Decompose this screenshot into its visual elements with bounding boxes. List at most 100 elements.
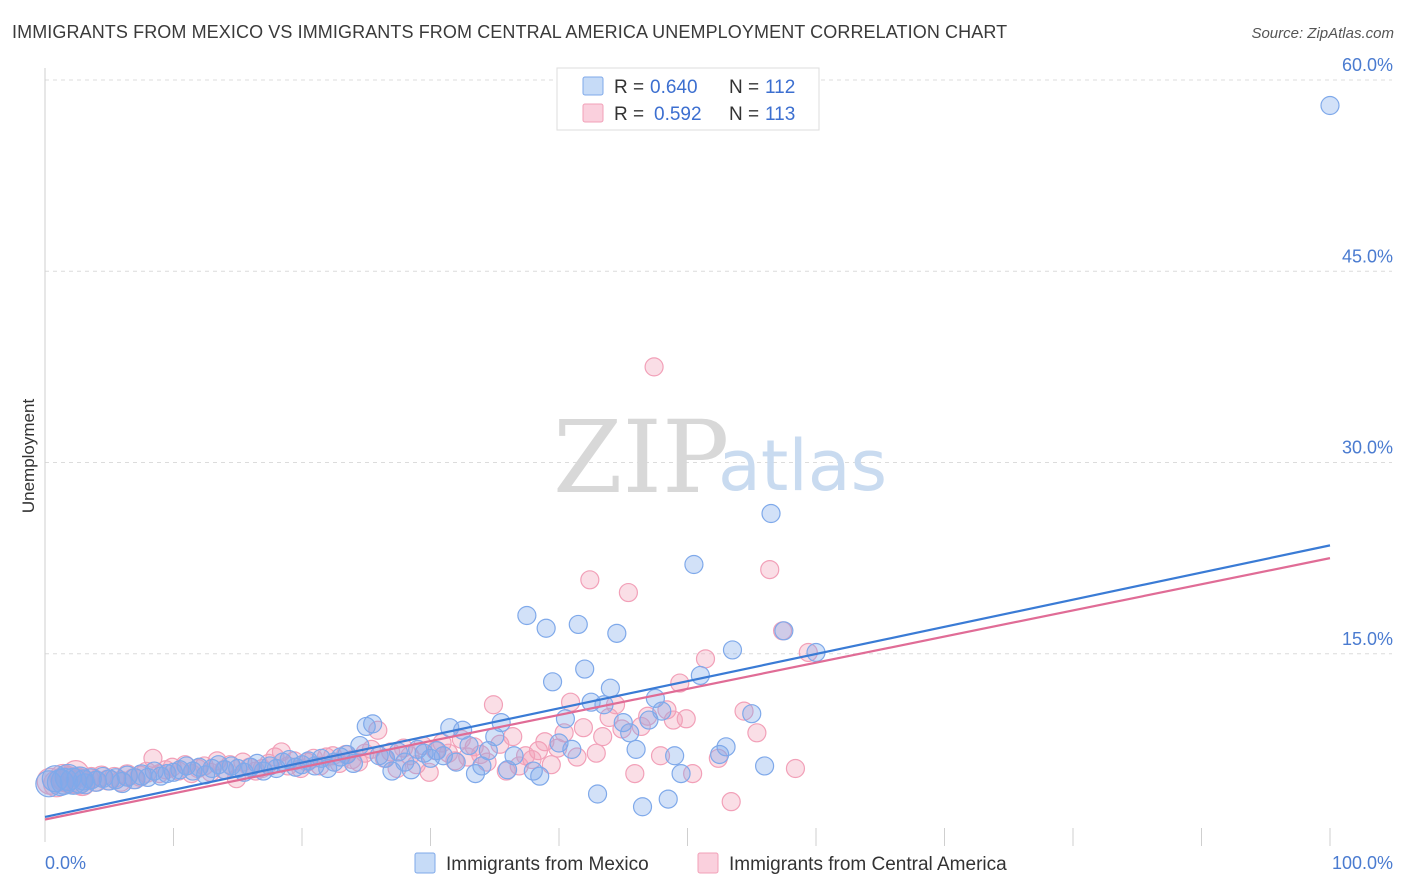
chart-title: IMMIGRANTS FROM MEXICO VS IMMIGRANTS FRO… bbox=[12, 22, 1008, 42]
y-tick-labels: 15.0% 30.0% 45.0% 60.0% bbox=[1342, 55, 1393, 649]
point-mexico bbox=[665, 746, 685, 766]
legend-n-label-mexico: N = bbox=[729, 77, 759, 98]
point-mexico bbox=[478, 741, 498, 761]
source-credit: Source: ZipAtlas.com bbox=[1251, 25, 1394, 42]
x-tick-label-start: 0.0% bbox=[45, 853, 86, 873]
legend-r-value-mexico: 0.640 bbox=[650, 77, 698, 98]
point-mexico bbox=[632, 797, 653, 817]
watermark-atlas: atlas bbox=[718, 425, 887, 507]
point-mexico bbox=[427, 741, 447, 761]
point-mexico bbox=[465, 763, 486, 784]
point-central-america bbox=[573, 718, 594, 738]
top-legend: R = 0.640 N = 112 R = 0.592 N = 113 bbox=[556, 67, 820, 131]
point-central-america bbox=[586, 743, 606, 763]
point-central-america bbox=[541, 755, 561, 775]
y-tick-label: 15.0% bbox=[1342, 629, 1393, 649]
point-mexico bbox=[626, 739, 646, 759]
bottom-legend-label-central-america: Immigrants from Central America bbox=[729, 854, 1007, 875]
point-central-america bbox=[760, 559, 780, 580]
bottom-legend: Immigrants from Mexico Immigrants from C… bbox=[414, 852, 1007, 875]
x-axis-ticks bbox=[173, 828, 1331, 846]
point-central-america bbox=[496, 761, 516, 781]
point-mexico bbox=[446, 752, 466, 772]
point-mexico bbox=[754, 756, 775, 776]
point-central-america bbox=[445, 751, 465, 771]
trend-lines bbox=[44, 544, 1331, 821]
point-mexico bbox=[761, 503, 781, 524]
point-mexico bbox=[395, 752, 415, 772]
point-mexico bbox=[710, 744, 730, 765]
point-central-america bbox=[580, 570, 600, 590]
point-central-america bbox=[618, 582, 638, 603]
point-mexico bbox=[401, 760, 421, 780]
point-mexico bbox=[690, 665, 710, 686]
legend-n-label-central-america: N = bbox=[729, 104, 759, 125]
point-central-america bbox=[593, 727, 613, 747]
point-central-america bbox=[368, 720, 388, 740]
point-mexico bbox=[517, 605, 537, 626]
point-mexico bbox=[575, 659, 595, 679]
point-mexico bbox=[587, 784, 608, 804]
point-mexico bbox=[607, 623, 627, 643]
x-tick-label-end: 100.0% bbox=[1332, 853, 1393, 873]
point-central-america bbox=[683, 763, 703, 784]
bottom-legend-swatch-central-america bbox=[697, 852, 719, 874]
point-mexico bbox=[72, 769, 95, 791]
point-mexico bbox=[684, 554, 704, 575]
point-mexico bbox=[652, 701, 672, 721]
point-central-america bbox=[721, 792, 741, 812]
point-mexico bbox=[343, 753, 363, 774]
point-central-america bbox=[554, 723, 574, 743]
y-tick-label: 60.0% bbox=[1342, 55, 1393, 75]
point-mexico bbox=[523, 761, 543, 781]
y-tick-label: 45.0% bbox=[1342, 246, 1393, 266]
legend-n-value-mexico: 112 bbox=[765, 77, 795, 98]
point-mexico bbox=[774, 621, 794, 641]
point-mexico bbox=[1320, 95, 1340, 116]
point-central-america bbox=[650, 746, 671, 766]
point-central-america bbox=[785, 758, 806, 779]
point-mexico bbox=[530, 766, 550, 786]
x-tick-labels: 0.0% 100.0% bbox=[45, 853, 1393, 873]
point-central-america bbox=[625, 763, 645, 784]
point-mexico bbox=[742, 704, 762, 724]
point-mexico bbox=[459, 735, 479, 756]
point-mexico bbox=[562, 739, 582, 759]
point-mexico bbox=[658, 789, 678, 809]
point-mexico bbox=[716, 737, 736, 757]
legend-swatch-mexico bbox=[582, 76, 604, 96]
y-tick-label: 30.0% bbox=[1342, 438, 1393, 458]
trend-line-central-america bbox=[44, 557, 1331, 821]
point-mexico bbox=[363, 714, 383, 734]
trend-line-mexico bbox=[44, 544, 1331, 819]
point-central-america bbox=[644, 357, 664, 377]
point-mexico bbox=[542, 672, 563, 692]
legend-swatch-central-america bbox=[582, 103, 604, 123]
y-axis-label: Unemployment bbox=[19, 399, 38, 514]
point-mexico bbox=[498, 760, 518, 780]
legend-r-label-central-america: R = bbox=[614, 104, 644, 125]
bottom-legend-swatch-mexico bbox=[414, 852, 436, 874]
point-central-america bbox=[734, 701, 754, 721]
legend-r-label-mexico: R = bbox=[614, 77, 644, 98]
point-mexico bbox=[620, 723, 640, 743]
series-mexico-points bbox=[35, 95, 1340, 817]
point-mexico bbox=[568, 614, 588, 635]
point-mexico bbox=[98, 769, 120, 791]
legend-r-value-central-america: 0.592 bbox=[654, 104, 702, 125]
point-central-america bbox=[560, 692, 581, 712]
bottom-legend-label-mexico: Immigrants from Mexico bbox=[446, 854, 649, 875]
point-mexico bbox=[613, 712, 633, 733]
legend-n-value-central-america: 113 bbox=[765, 104, 795, 125]
point-mexico bbox=[504, 746, 524, 766]
point-mexico bbox=[50, 767, 78, 795]
point-central-america bbox=[631, 716, 651, 737]
point-central-america bbox=[695, 649, 716, 669]
point-mexico bbox=[671, 763, 691, 784]
point-central-america bbox=[483, 695, 504, 715]
point-mexico bbox=[722, 640, 743, 660]
point-mexico bbox=[157, 763, 177, 784]
watermark-zip: ZIP bbox=[553, 399, 729, 516]
point-central-america bbox=[676, 709, 696, 729]
